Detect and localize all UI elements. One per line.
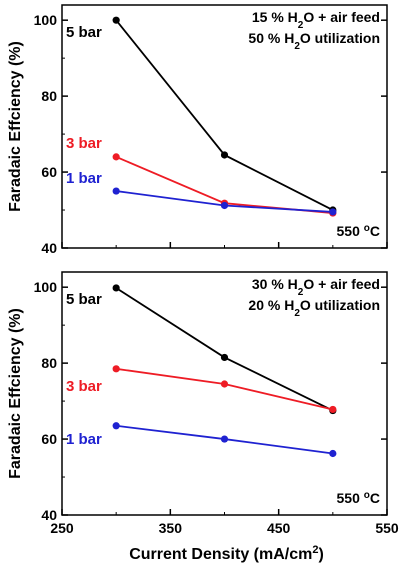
y-tick-label: 60 (41, 164, 57, 180)
data-point (220, 435, 229, 443)
data-point (329, 449, 337, 458)
y-tick-label: 80 (41, 355, 57, 371)
x-tick-label: 450 (267, 520, 291, 536)
y-axis-title: Faradaic Effciency (%) (7, 308, 24, 479)
series-line-3-bar (116, 367, 334, 411)
y-axis-title: Faradaic Effciency (%) (7, 41, 24, 212)
chart-panel-2: 40 60 80 100 250 350 450 550 Faradaic Effciency … (7, 271, 399, 563)
data-point (112, 365, 120, 373)
y-tick-label: 40 (41, 507, 57, 523)
condition-annotation: 30 % H2O + air feed (252, 276, 380, 298)
series-label: 5 bar (66, 291, 102, 308)
data-point (329, 208, 337, 216)
temperature-label: 550 oC (337, 490, 380, 507)
series-label: 5 bar (66, 24, 102, 41)
y-tick-label: 100 (34, 279, 58, 295)
data-point (112, 284, 120, 292)
data-point (112, 153, 120, 161)
y-tick-label: 100 (34, 12, 58, 28)
condition-annotation: 15 % H2O + air feed (252, 9, 380, 31)
x-tick-label: 350 (159, 520, 183, 536)
x-tick-label: 550 (375, 520, 399, 536)
data-point (112, 422, 120, 430)
y-tick-label: 40 (41, 240, 57, 256)
data-point (112, 187, 120, 195)
series-line-5-bar (115, 19, 334, 211)
y-tick-label: 60 (41, 431, 57, 447)
series-label: 3 bar (66, 135, 102, 152)
chart-panel-1: 40 60 80 100 Faradaic Effciency (%) 5 bar 3 ba… (7, 4, 388, 256)
x-axis-title: Current Density (mA/cm2) (129, 544, 324, 563)
condition-annotation: 50 % H2O utilization (248, 30, 380, 52)
series-label: 1 bar (66, 170, 102, 187)
condition-annotation: 20 % H2O utilization (248, 297, 380, 319)
data-point (112, 16, 120, 24)
y-tick-label: 80 (41, 88, 57, 104)
data-point (329, 405, 337, 414)
series-label: 1 bar (66, 431, 102, 448)
x-tick-label: 250 (50, 520, 74, 536)
series-label: 3 bar (66, 378, 102, 395)
data-point (220, 380, 229, 388)
temperature-label: 550 oC (337, 223, 380, 240)
data-point (220, 151, 229, 159)
data-point (220, 201, 229, 210)
data-point (220, 353, 229, 362)
